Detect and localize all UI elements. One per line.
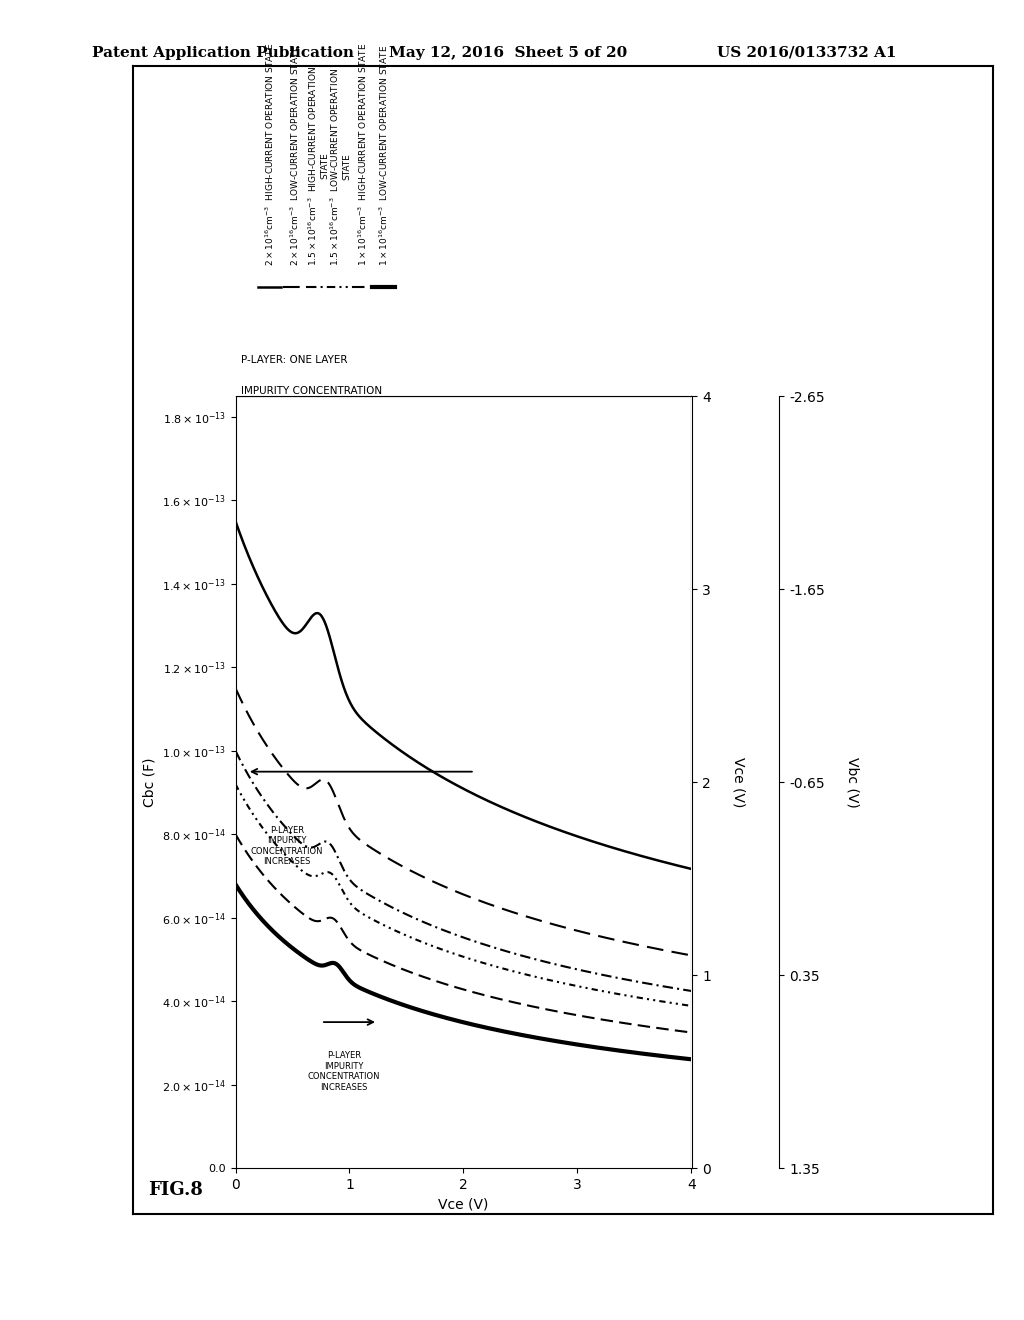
Text: Patent Application Publication: Patent Application Publication (92, 46, 354, 59)
Text: $2\times10^{16}$cm$^{-3}$  HIGH-CURRENT OPERATION STATE: $2\times10^{16}$cm$^{-3}$ HIGH-CURRENT O… (263, 42, 275, 265)
Text: $2\times10^{16}$cm$^{-3}$  LOW-CURRENT OPERATION STATE: $2\times10^{16}$cm$^{-3}$ LOW-CURRENT OP… (289, 45, 301, 265)
Text: P-LAYER
IMPURITY
CONCENTRATION
INCREASES: P-LAYER IMPURITY CONCENTRATION INCREASES (251, 826, 323, 866)
Y-axis label: Cbc (F): Cbc (F) (142, 758, 157, 807)
Text: $1\times10^{16}$cm$^{-3}$  HIGH-CURRENT OPERATION STATE: $1\times10^{16}$cm$^{-3}$ HIGH-CURRENT O… (357, 42, 370, 265)
Text: $1.5\times10^{16}$cm$^{-3}$  HIGH-CURRENT OPERATION
STATE: $1.5\times10^{16}$cm$^{-3}$ HIGH-CURRENT… (306, 66, 329, 265)
Text: P-LAYER: ONE LAYER: P-LAYER: ONE LAYER (242, 355, 348, 366)
Text: US 2016/0133732 A1: US 2016/0133732 A1 (717, 46, 896, 59)
Text: May 12, 2016  Sheet 5 of 20: May 12, 2016 Sheet 5 of 20 (389, 46, 628, 59)
X-axis label: Vce (V): Vce (V) (438, 1197, 488, 1212)
Y-axis label: Vce (V): Vce (V) (732, 756, 745, 808)
Y-axis label: Vbc (V): Vbc (V) (846, 756, 859, 808)
Text: $1.5\times10^{16}$cm$^{-3}$  LOW-CURRENT OPERATION
STATE: $1.5\times10^{16}$cm$^{-3}$ LOW-CURRENT … (329, 67, 351, 265)
Text: $1\times10^{16}$cm$^{-3}$  LOW-CURRENT OPERATION STATE: $1\times10^{16}$cm$^{-3}$ LOW-CURRENT OP… (378, 45, 390, 265)
Text: IMPURITY CONCENTRATION: IMPURITY CONCENTRATION (242, 385, 382, 396)
Text: FIG.8: FIG.8 (148, 1180, 204, 1199)
Text: P-LAYER
IMPURITY
CONCENTRATION
INCREASES: P-LAYER IMPURITY CONCENTRATION INCREASES (307, 1051, 380, 1092)
